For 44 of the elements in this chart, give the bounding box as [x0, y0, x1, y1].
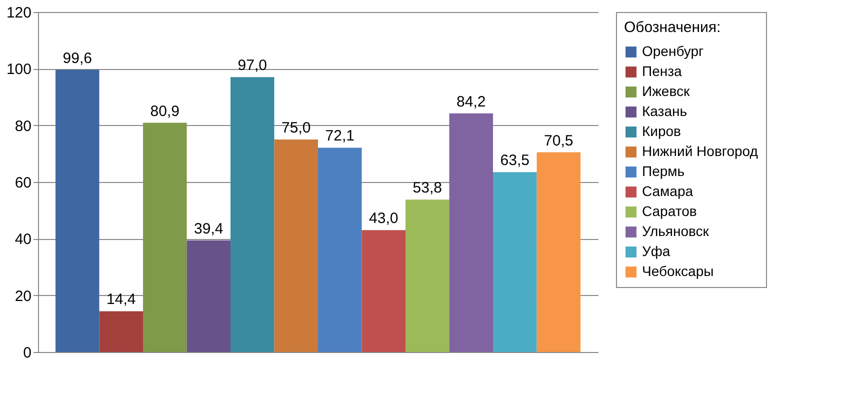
data-label: 72,1: [325, 128, 354, 145]
data-label: 63,5: [500, 152, 530, 170]
legend-label: Пенза: [642, 63, 682, 79]
bar: [99, 311, 143, 352]
legend-label: Киров: [642, 123, 681, 139]
data-label: 70,5: [544, 132, 574, 150]
bar: [449, 113, 493, 352]
legend-label: Уфа: [642, 243, 670, 259]
bar: [362, 230, 406, 352]
y-tick-label: 40: [14, 231, 32, 248]
data-label: 43,0: [369, 210, 398, 228]
legend-label: Пермь: [642, 163, 685, 179]
y-tick-label: 60: [14, 174, 32, 192]
y-tick-label: 0: [23, 344, 32, 362]
bar: [143, 122, 187, 352]
data-label: 84,2: [456, 93, 486, 110]
data-label: 99,6: [62, 50, 92, 67]
legend-label: Казань: [642, 103, 688, 119]
bar: [536, 152, 580, 352]
bar: [274, 140, 318, 352]
legend-title: Обозначения:: [624, 19, 721, 36]
bar: [230, 77, 274, 352]
legend-label: Нижний Новгород: [642, 143, 758, 159]
bar: [406, 200, 450, 352]
bar: [493, 172, 537, 352]
data-label: 97,0: [238, 57, 267, 74]
y-tick-label: 100: [6, 61, 32, 78]
data-label: 53,8: [412, 180, 442, 197]
legend-label: Самара: [642, 183, 694, 199]
legend-label: Ижевск: [642, 83, 690, 99]
data-label: 80,9: [150, 102, 180, 120]
y-tick-label: 20: [14, 288, 32, 305]
legend-label: Саратов: [642, 203, 697, 219]
legend-label: Оренбург: [642, 43, 704, 59]
legend-label: Чебоксары: [642, 263, 714, 279]
data-label: 14,4: [106, 291, 136, 308]
y-tick-label: 120: [6, 4, 32, 22]
data-label: 75,0: [282, 120, 311, 136]
legend-label: Ульяновск: [642, 223, 710, 239]
bar: [186, 240, 230, 352]
bar: [318, 148, 362, 352]
data-label: 39,4: [194, 220, 224, 238]
y-tick-label: 80: [14, 118, 32, 135]
bar: [56, 70, 100, 352]
